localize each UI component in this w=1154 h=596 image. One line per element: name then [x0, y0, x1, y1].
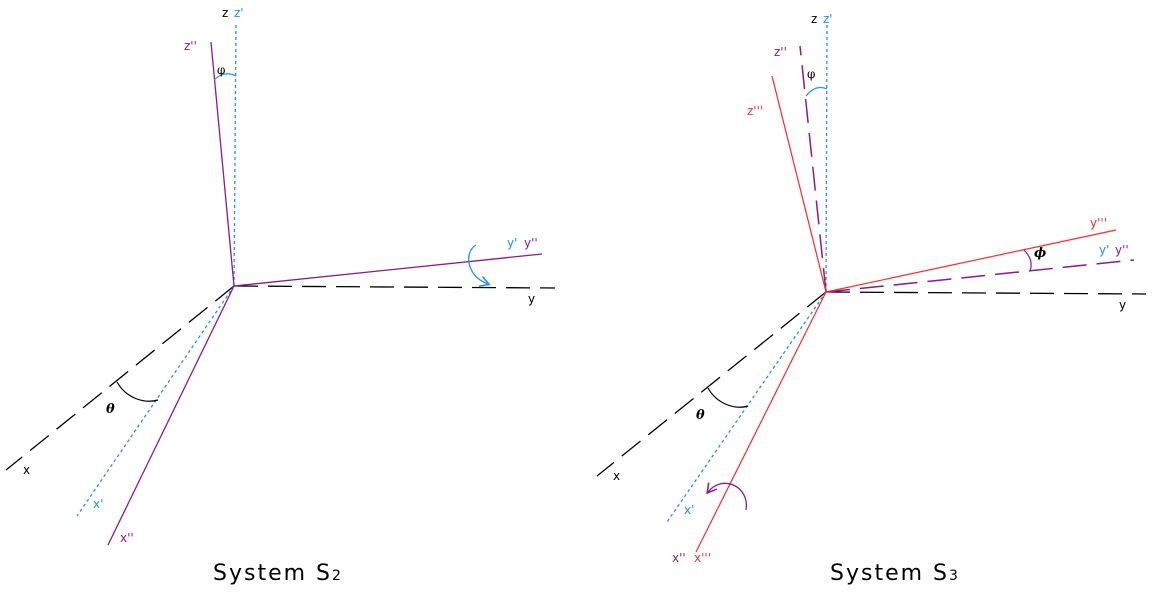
right-label-phi: φ: [807, 67, 815, 81]
left-label-phi: φ: [217, 63, 225, 77]
right-label-y-prime: y': [1099, 243, 1109, 257]
left-label-y-double: y'': [524, 236, 538, 250]
right-label-z: z: [811, 12, 817, 26]
right-label-z-triple: z''': [747, 104, 763, 118]
left-y-double-axis: [233, 253, 543, 287]
left-label-theta: θ: [106, 402, 115, 417]
right-label-theta: θ: [696, 408, 705, 423]
right-phi-bold-arc: [1023, 249, 1032, 272]
left-label-x: x: [23, 463, 30, 477]
right-x-triple-axis: [695, 291, 827, 553]
right-y-axis: [825, 291, 1147, 295]
right-label-z-double: z'': [774, 45, 787, 59]
left-caption-main: System S: [213, 561, 332, 586]
left-rotation-arrow-icon: [468, 244, 488, 284]
left-label-z-prime: z': [234, 6, 244, 20]
right-phi-arc: [805, 86, 828, 97]
left-y-axis: [233, 285, 556, 289]
left-label-x-prime: x': [93, 497, 103, 511]
left-caption: System S2: [213, 561, 343, 586]
right-rotation-arrow-icon: [708, 483, 747, 511]
right-caption: System S3: [830, 561, 960, 586]
right-label-x-triple: x''': [694, 551, 711, 565]
right-label-z-prime: z': [823, 12, 833, 26]
right-label-x: x: [613, 469, 620, 483]
left-label-y-prime: y': [507, 236, 517, 250]
left-panel: z z' z'' φ y' y'' y θ x x' x'' System S2: [5, 6, 556, 586]
left-label-z: z: [222, 6, 228, 20]
right-z-prime-axis: [825, 21, 828, 293]
left-caption-sub: 2: [332, 568, 343, 584]
right-label-y: y: [1119, 298, 1126, 312]
right-label-x-double: x'': [672, 551, 686, 565]
right-label-y-double: y'': [1115, 243, 1129, 257]
left-label-y: y: [528, 292, 535, 306]
right-z-double-axis: [799, 45, 827, 293]
right-x-axis: [596, 291, 827, 477]
right-label-y-triple: y''': [1090, 216, 1107, 230]
right-caption-sub: 3: [949, 568, 960, 584]
left-x-double-axis: [107, 285, 235, 546]
left-z-double-axis: [210, 41, 235, 287]
right-theta-arc: [707, 387, 749, 408]
left-x-axis: [5, 285, 235, 471]
left-label-x-double: x'': [120, 531, 134, 545]
right-caption-main: System S: [830, 561, 949, 586]
right-y-triple-axis: [825, 229, 1117, 293]
left-theta-arc: [116, 381, 159, 402]
left-z-prime-axis: [233, 21, 237, 287]
right-y-double-axis: [825, 259, 1135, 293]
right-z-triple-axis: [771, 75, 827, 293]
right-panel: z z' z'' z''' φ y''' ϕ y' y'' y θ x x' x…: [596, 12, 1147, 586]
right-label-x-prime: x': [684, 503, 694, 517]
left-phi-arc: [213, 73, 237, 81]
left-label-z-double: z'': [184, 39, 197, 53]
right-label-phi-bold: ϕ: [1034, 246, 1046, 261]
